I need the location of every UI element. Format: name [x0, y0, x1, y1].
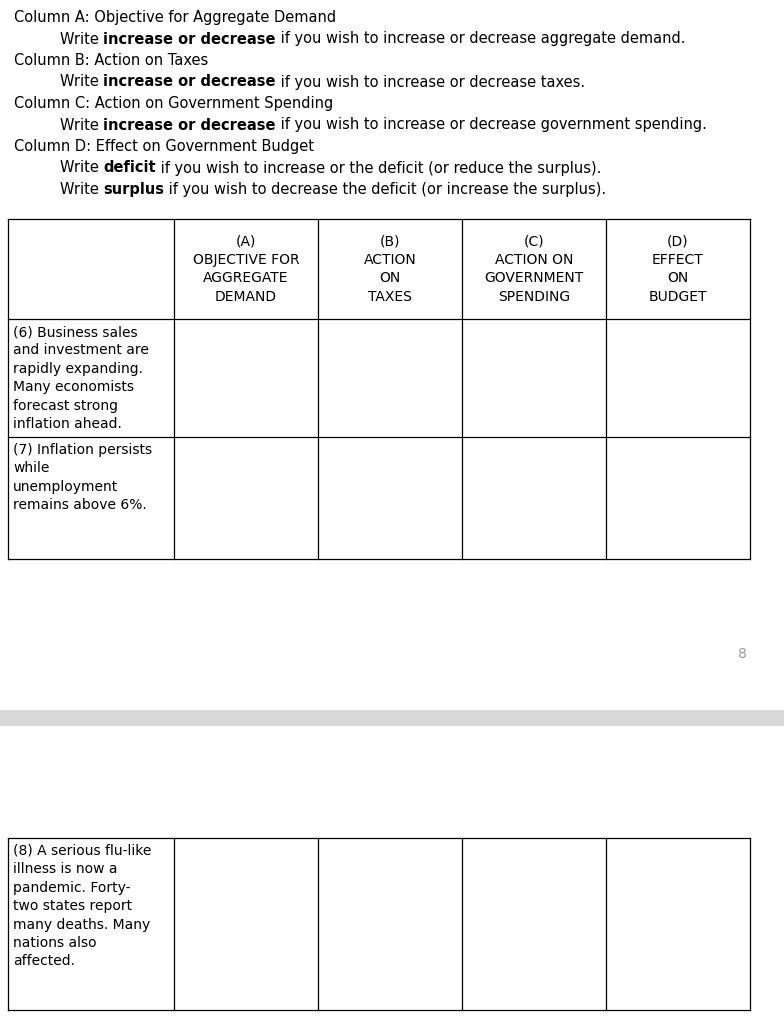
- Text: (D)
EFFECT
ON
BUDGET: (D) EFFECT ON BUDGET: [648, 235, 707, 304]
- Text: 8: 8: [738, 647, 747, 661]
- Text: Write: Write: [60, 74, 103, 90]
- Text: Write: Write: [60, 32, 103, 46]
- Text: if you wish to increase or decrease government spending.: if you wish to increase or decrease gove…: [276, 117, 707, 133]
- Text: (C)
ACTION ON
GOVERNMENT
SPENDING: (C) ACTION ON GOVERNMENT SPENDING: [485, 235, 583, 304]
- Text: Write: Write: [60, 182, 103, 197]
- Text: (6) Business sales
and investment are
rapidly expanding.
Many economists
forecas: (6) Business sales and investment are ra…: [13, 325, 149, 431]
- Text: deficit: deficit: [103, 161, 156, 176]
- Bar: [0, 710, 784, 726]
- Text: increase or decrease: increase or decrease: [103, 117, 276, 133]
- Text: (A)
OBJECTIVE FOR
AGGREGATE
DEMAND: (A) OBJECTIVE FOR AGGREGATE DEMAND: [193, 235, 299, 304]
- Text: Column A: Objective for Aggregate Demand: Column A: Objective for Aggregate Demand: [14, 10, 336, 25]
- Text: if you wish to increase or decrease aggregate demand.: if you wish to increase or decrease aggr…: [276, 32, 685, 46]
- Text: if you wish to decrease the deficit (or increase the surplus).: if you wish to decrease the deficit (or …: [165, 182, 607, 197]
- Text: (7) Inflation persists
while
unemployment
remains above 6%.: (7) Inflation persists while unemploymen…: [13, 443, 152, 512]
- Text: surplus: surplus: [103, 182, 165, 197]
- Text: Write: Write: [60, 117, 103, 133]
- Text: Write: Write: [60, 161, 103, 176]
- Text: if you wish to increase or decrease taxes.: if you wish to increase or decrease taxe…: [276, 74, 585, 90]
- Text: increase or decrease: increase or decrease: [103, 74, 276, 90]
- Text: if you wish to increase or the deficit (or reduce the surplus).: if you wish to increase or the deficit (…: [156, 161, 601, 176]
- Text: (B)
ACTION
ON
TAXES: (B) ACTION ON TAXES: [364, 235, 416, 304]
- Text: Column B: Action on Taxes: Column B: Action on Taxes: [14, 54, 209, 68]
- Text: increase or decrease: increase or decrease: [103, 32, 276, 46]
- Text: (8) A serious flu-like
illness is now a
pandemic. Forty-
two states report
many : (8) A serious flu-like illness is now a …: [13, 844, 151, 968]
- Text: Column D: Effect on Government Budget: Column D: Effect on Government Budget: [14, 139, 314, 154]
- Text: Column C: Action on Government Spending: Column C: Action on Government Spending: [14, 96, 333, 111]
